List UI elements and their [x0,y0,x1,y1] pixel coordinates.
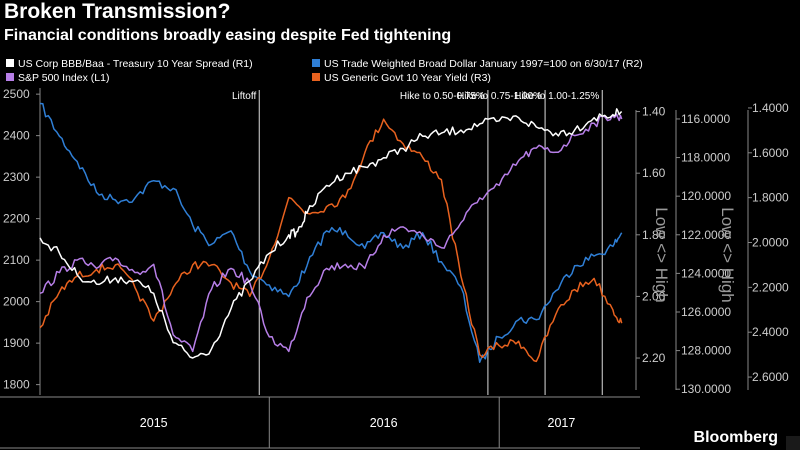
legend-label-purple: S&P 500 Index (L1) [18,72,110,84]
r2-tick-label: 124.0000 [681,266,731,280]
r3-tick-label: 1.4000 [752,101,789,115]
r2-tick-label: 118.0000 [681,151,730,165]
legend-swatch-white [6,59,14,67]
r2-tick-label: 130.0000 [681,382,731,396]
r3-tick-label: 1.8000 [752,191,789,205]
r2-tick-label: 128.0000 [681,344,731,358]
x-tick-label: 2017 [548,416,576,430]
event-label: Hike to 0.75-1.00% [457,91,542,102]
l1-tick-label: 2200 [3,212,30,226]
legend-item-purple: S&P 500 Index (L1) [6,72,109,84]
r1-tick-label: 1.60 [642,166,666,180]
l1-tick-label: 2100 [3,253,30,267]
r1-tick-label: 2.00 [642,289,666,303]
r1-tick-label: 1.40 [642,105,666,119]
l1-tick-label: 1800 [3,378,30,392]
r2-axis-label: Low <> High [718,207,737,302]
legend-swatch-blue [312,59,320,67]
bloomberg-logo: Bloomberg [693,429,778,446]
event-label: Hike to 1.00-1.25% [514,91,599,102]
l1-tick-label: 2400 [3,129,30,143]
r3-tick-label: 2.4000 [752,325,789,339]
legend-label-white: US Corp BBB/Baa - Treasury 10 Year Sprea… [18,58,253,70]
l1-tick-label: 1900 [3,336,30,350]
year-band [0,397,640,448]
legend-item-orange: US Generic Govt 10 Year Yield (R3) [312,72,491,84]
series-line-0 [39,108,623,359]
legend-item-blue: US Trade Weighted Broad Dollar January 1… [312,58,643,70]
x-tick-label: 2015 [140,416,168,430]
legend-swatch-purple [6,73,14,81]
event-label: Liftoff [232,91,256,102]
r3-tick-label: 1.6000 [752,146,789,160]
series-line-3 [39,118,623,363]
x-tick-label: 2016 [370,416,398,430]
r2-tick-label: 120.0000 [681,189,731,203]
legend-label-blue: US Trade Weighted Broad Dollar January 1… [324,58,643,70]
event-label: Hike to 0.50-0.75% [400,91,485,102]
corner-icon [786,436,800,450]
l1-tick-label: 2500 [3,87,30,101]
legend-swatch-orange [312,73,320,81]
chart-subtitle: Financial conditions broadly easing desp… [4,27,452,44]
r1-tick-label: 2.20 [642,351,666,365]
legend-label-orange: US Generic Govt 10 Year Yield (R3) [324,72,491,84]
r3-tick-label: 2.2000 [752,280,789,294]
series-line-2 [39,113,623,353]
l1-tick-label: 2000 [3,295,30,309]
r3-tick-label: 2.6000 [752,370,789,384]
r2-tick-label: 116.0000 [681,112,730,126]
legend-item-white: US Corp BBB/Baa - Treasury 10 Year Sprea… [6,58,253,70]
chart-title: Broken Transmission? [4,0,231,23]
r1-axis-label: Low <> High [652,207,671,302]
series-line-1 [39,102,623,363]
r2-tick-label: 126.0000 [681,305,731,319]
r2-tick-label: 122.0000 [681,228,731,242]
l1-tick-label: 2300 [3,170,30,184]
r3-tick-label: 2.0000 [752,236,789,250]
r1-tick-label: 1.80 [642,228,666,242]
